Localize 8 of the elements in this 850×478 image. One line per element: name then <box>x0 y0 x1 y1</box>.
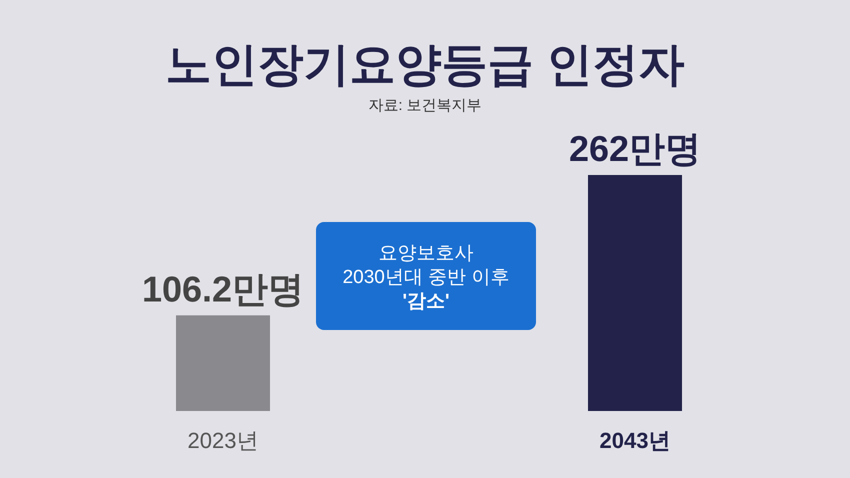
note-box: 요양보호사 2030년대 중반 이후 '감소' <box>316 222 536 330</box>
x-tick-label: 2043년 <box>600 428 670 453</box>
x-tick-label: 2023년 <box>188 428 258 453</box>
text: 자료: 보건복지부 <box>368 97 482 114</box>
annotation: 요양보호사 2030년대 중반 이후 '감소' <box>342 243 510 312</box>
chart-title: 노인장기요양등급 인정자 <box>166 38 684 90</box>
data-label: 262만명 <box>568 128 702 169</box>
data-label: 106.2만명 <box>142 268 304 310</box>
